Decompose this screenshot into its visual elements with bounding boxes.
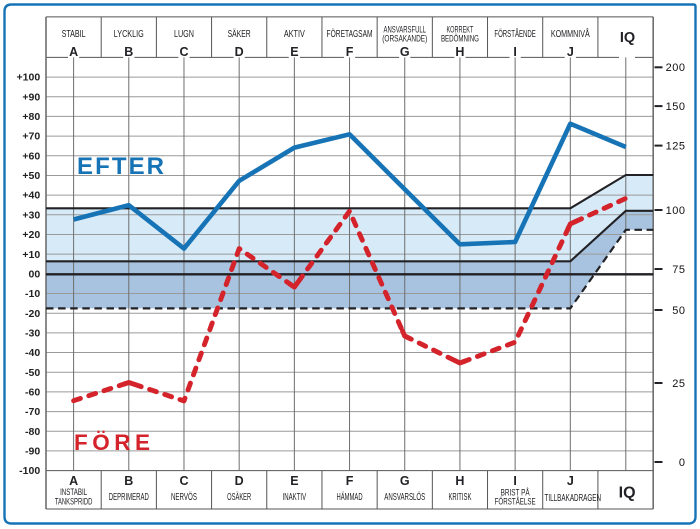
svg-text:-70: -70 — [25, 406, 40, 418]
svg-text:+10: +10 — [22, 249, 40, 261]
svg-text:NERVÖS: NERVÖS — [171, 491, 197, 503]
svg-text:D: D — [235, 45, 244, 59]
svg-text:FÖRETAGSAM: FÖRETAGSAM — [327, 28, 373, 40]
svg-text:J: J — [567, 45, 574, 59]
svg-text:+60: +60 — [22, 150, 40, 162]
svg-text:BRIST PÅ: BRIST PÅ — [501, 487, 530, 498]
svg-text:ANSVARSLÖS: ANSVARSLÖS — [384, 491, 425, 503]
svg-text:+20: +20 — [22, 229, 40, 241]
svg-text:B: B — [124, 474, 133, 488]
svg-text:G: G — [400, 474, 410, 488]
svg-text:-10: -10 — [25, 288, 40, 300]
svg-text:-80: -80 — [25, 426, 40, 438]
svg-text:F: F — [346, 45, 354, 59]
svg-text:-20: -20 — [25, 308, 40, 320]
svg-text:-40: -40 — [25, 347, 40, 359]
svg-text:TILLBAKADRAGEN: TILLBAKADRAGEN — [545, 493, 602, 504]
svg-text:+80: +80 — [22, 111, 40, 123]
svg-text:J: J — [567, 474, 574, 488]
svg-text:50: 50 — [672, 305, 685, 317]
svg-text:H: H — [455, 474, 464, 488]
svg-text:-50: -50 — [25, 367, 40, 379]
svg-text:AKTIV: AKTIV — [284, 29, 305, 40]
svg-text:KOMMNIVÅ: KOMMNIVÅ — [551, 27, 590, 40]
svg-text:LYCKLIG: LYCKLIG — [114, 29, 144, 40]
svg-text:DEPRIMERAD: DEPRIMERAD — [109, 492, 149, 503]
svg-text:I: I — [513, 474, 516, 488]
svg-text:C: C — [179, 474, 188, 488]
svg-text:100: 100 — [666, 205, 686, 217]
svg-text:-100: -100 — [19, 465, 40, 477]
svg-text:IQ: IQ — [619, 485, 636, 502]
svg-text:FÖRSTÅELSE: FÖRSTÅELSE — [495, 497, 536, 508]
svg-text:IQ: IQ — [620, 30, 635, 46]
svg-text:A: A — [69, 474, 78, 488]
svg-text:H: H — [455, 45, 464, 59]
svg-text:0: 0 — [679, 457, 686, 469]
svg-text:EFTER: EFTER — [77, 153, 164, 180]
svg-text:INSTABIL: INSTABIL — [60, 487, 87, 498]
svg-text:G: G — [400, 45, 410, 59]
svg-text:-30: -30 — [25, 327, 40, 339]
svg-text:FÖRSTÅENDE: FÖRSTÅENDE — [494, 27, 536, 40]
svg-text:OSÄKER: OSÄKER — [227, 491, 251, 503]
svg-text:125: 125 — [666, 140, 686, 152]
svg-text:+40: +40 — [22, 190, 40, 202]
svg-text:A: A — [69, 45, 78, 59]
svg-text:LUGN: LUGN — [174, 29, 194, 40]
svg-text:00: 00 — [29, 268, 41, 280]
svg-text:+30: +30 — [22, 209, 40, 221]
svg-text:BEDÖMNING: BEDÖMNING — [441, 34, 479, 44]
svg-text:D: D — [235, 474, 244, 488]
svg-text:+70: +70 — [22, 131, 40, 143]
svg-text:INAKTIV: INAKTIV — [283, 492, 307, 503]
svg-text:+100: +100 — [17, 72, 41, 84]
svg-text:TANKSPRIDD: TANKSPRIDD — [55, 497, 93, 508]
svg-text:E: E — [290, 474, 298, 488]
svg-text:E: E — [290, 45, 298, 59]
svg-text:I: I — [513, 45, 516, 59]
svg-text:+90: +90 — [22, 91, 40, 103]
svg-text:F: F — [346, 474, 354, 488]
svg-text:150: 150 — [666, 101, 686, 113]
svg-text:-60: -60 — [25, 387, 40, 399]
svg-text:B: B — [124, 45, 133, 59]
svg-text:200: 200 — [666, 62, 686, 74]
svg-text:ANSVARSFULL: ANSVARSFULL — [384, 25, 427, 35]
svg-text:25: 25 — [672, 378, 685, 390]
svg-text:75: 75 — [672, 264, 685, 276]
svg-text:KRITISK: KRITISK — [448, 492, 471, 503]
svg-text:-90: -90 — [25, 446, 40, 458]
svg-text:SÄKER: SÄKER — [228, 28, 251, 40]
svg-text:KORREKT: KORREKT — [446, 25, 473, 35]
svg-text:(ORSAKANDE): (ORSAKANDE) — [382, 34, 427, 44]
svg-text:+50: +50 — [22, 170, 40, 182]
svg-text:HÄMMAD: HÄMMAD — [337, 491, 363, 503]
svg-text:STABIL: STABIL — [62, 29, 86, 40]
svg-text:C: C — [179, 45, 188, 59]
